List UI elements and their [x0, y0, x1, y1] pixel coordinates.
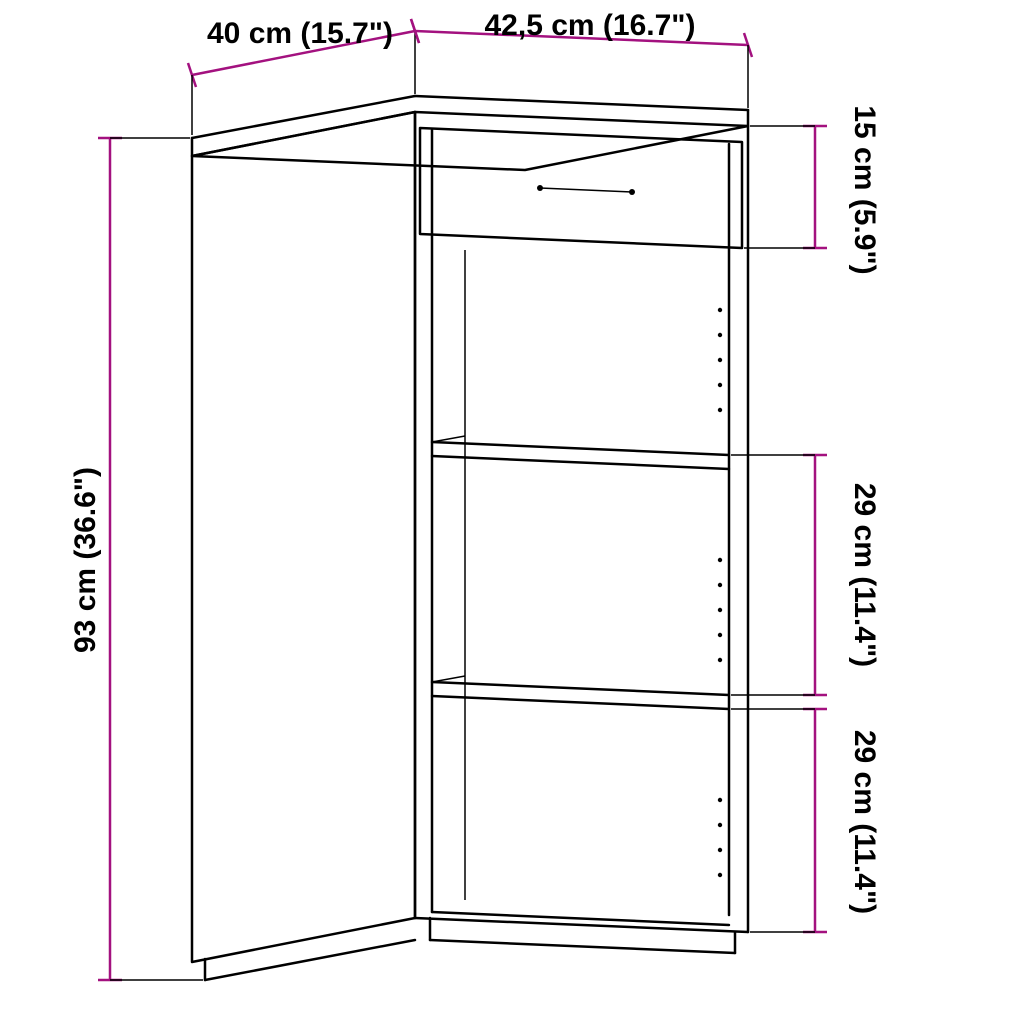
label-drawer: 15 cm (5.9") — [848, 105, 881, 274]
label-shelf1: 29 cm (11.4") — [848, 483, 881, 667]
cabinet-drawing — [192, 96, 748, 980]
label-height: 93 cm (36.6") — [69, 467, 102, 653]
dim-height — [98, 138, 203, 980]
dim-shelf2 — [731, 709, 827, 932]
label-width: 42,5 cm (16.7") — [484, 9, 695, 42]
dimension-lines — [98, 19, 827, 980]
label-depth: 40 cm (15.7") — [207, 17, 393, 50]
dim-drawer — [744, 126, 827, 248]
dim-shelf1 — [731, 455, 827, 695]
label-shelf2: 29 cm (11.4") — [848, 730, 881, 914]
dimension-diagram: 40 cm (15.7") 42,5 cm (16.7") 93 cm (36.… — [0, 0, 1024, 1024]
shelf-pin-holes — [718, 308, 722, 877]
